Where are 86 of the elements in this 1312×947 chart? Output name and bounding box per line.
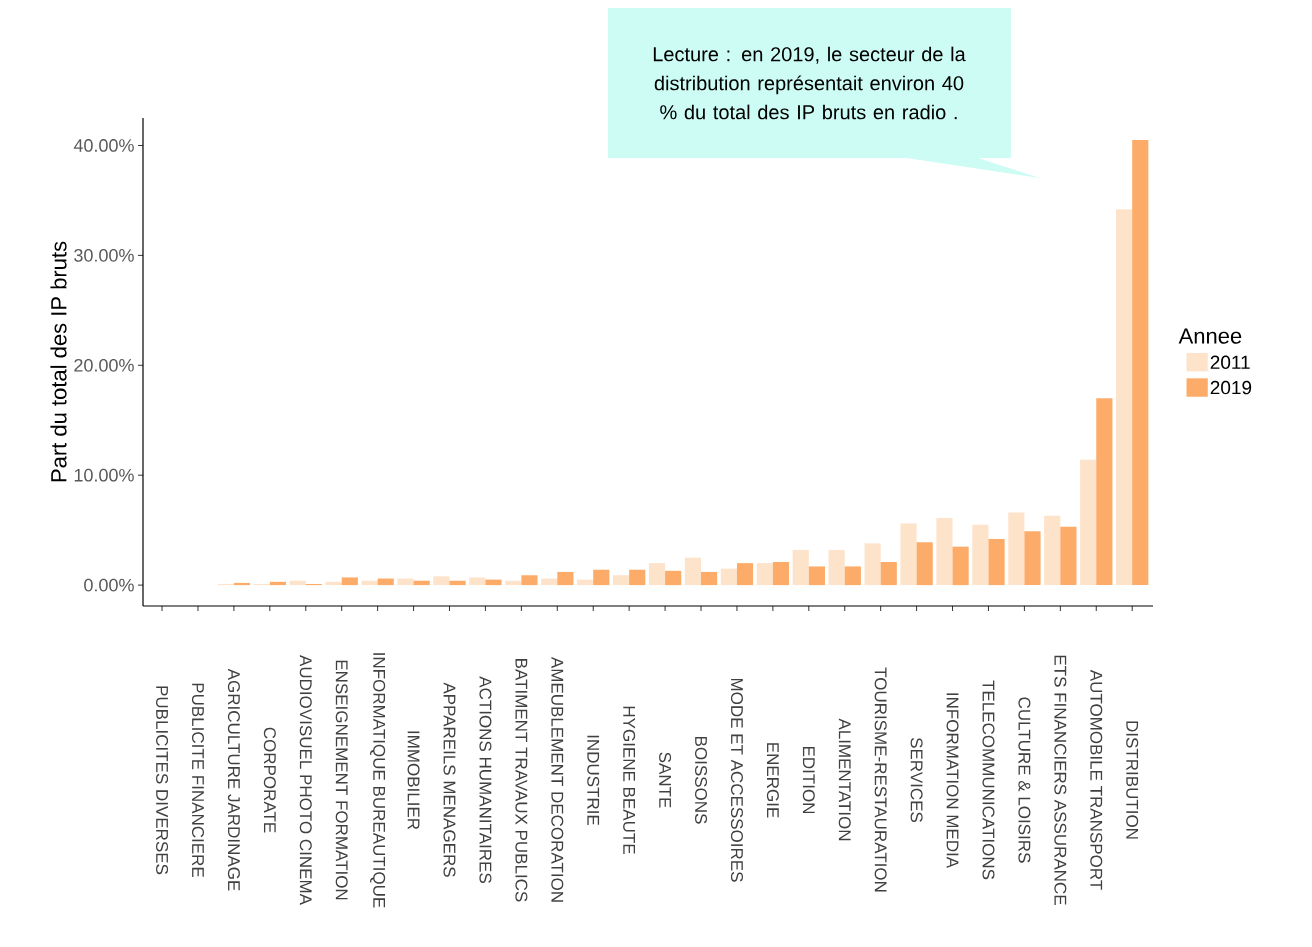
bar bbox=[1080, 459, 1097, 586]
bar bbox=[828, 549, 845, 586]
x-tick-label: AUDIOVISUEL PHOTO CINEMA bbox=[299, 655, 312, 905]
x-tick-label: PUBLICITES DIVERSES bbox=[156, 686, 169, 875]
bar bbox=[361, 580, 378, 586]
bar bbox=[756, 563, 773, 586]
bar bbox=[772, 562, 790, 586]
x-tick-label: INFORMATION MEDIA bbox=[946, 693, 959, 869]
bar bbox=[720, 568, 737, 586]
y-axis-title: Part du total des IP bruts bbox=[50, 241, 67, 482]
bar bbox=[325, 581, 342, 586]
bar bbox=[629, 569, 646, 586]
bar bbox=[648, 563, 666, 586]
x-tick-label: ACTIONS HUMANITAIRES bbox=[479, 676, 492, 883]
bar bbox=[505, 580, 522, 586]
x-tick-label: APPAREILS MENAGERS bbox=[443, 682, 456, 877]
bar bbox=[736, 563, 754, 586]
y-tick-label: 20.00% bbox=[74, 358, 134, 372]
x-tick-label: TOURISME-RESTAURATION bbox=[874, 667, 887, 892]
bar bbox=[397, 578, 414, 586]
bar bbox=[916, 542, 933, 586]
bar bbox=[701, 571, 718, 586]
bar bbox=[952, 546, 969, 586]
bar bbox=[557, 571, 574, 586]
x-tick-label: ALIMENTATION bbox=[838, 718, 851, 841]
bar bbox=[433, 576, 450, 586]
bar bbox=[469, 577, 486, 586]
bar bbox=[808, 566, 825, 586]
bar bbox=[988, 538, 1005, 586]
bar bbox=[577, 579, 594, 586]
bar bbox=[1044, 515, 1061, 586]
bar bbox=[341, 577, 358, 586]
x-tick-label: CORPORATE bbox=[263, 727, 276, 833]
x-tick-label: SANTE bbox=[659, 752, 672, 808]
x-tick-label: ENERGIE bbox=[766, 743, 779, 818]
x-tick-label: ETS FINANCIERS ASSURANCE bbox=[1054, 655, 1067, 905]
x-tick-label: INFORMATIQUE BUREAUTIQUE bbox=[370, 653, 386, 908]
bar bbox=[864, 543, 881, 586]
x-tick-label: DISTRIBUTION bbox=[1126, 721, 1139, 839]
bar bbox=[1008, 512, 1025, 586]
bar bbox=[521, 575, 538, 586]
legend-label: 2011 bbox=[1210, 355, 1250, 369]
x-tick-label: BOISSONS bbox=[694, 736, 708, 824]
y-tick-label: 40.00% bbox=[73, 139, 134, 152]
bar bbox=[289, 580, 306, 586]
bar bbox=[377, 578, 394, 586]
bar bbox=[269, 581, 287, 586]
x-tick-label: ENSEIGNEMENT FORMATION bbox=[335, 660, 348, 900]
y-tick-label: 30.00% bbox=[74, 249, 134, 262]
x-tick-label: BATIMENT TRAVAUX PUBLICS bbox=[515, 659, 528, 902]
bar bbox=[900, 523, 917, 586]
x-tick-label: SERVICES bbox=[910, 737, 923, 823]
legend-label: 2019 bbox=[1210, 380, 1252, 395]
y-tick-label: 10.00% bbox=[74, 468, 134, 482]
bar bbox=[1024, 531, 1041, 586]
x-tick-label: AUTOMOBILE TRANSPORT bbox=[1090, 669, 1103, 890]
x-tick-label: MODE ET ACCESSOIRES bbox=[730, 678, 743, 882]
bar bbox=[413, 580, 430, 586]
bar bbox=[1116, 209, 1133, 586]
x-tick-label: TELECOMMUNICATIONS bbox=[982, 680, 995, 880]
x-tick-label: EDITION bbox=[802, 746, 815, 814]
x-tick-label: AMEUBLEMENT DECORATION bbox=[551, 656, 564, 902]
bar bbox=[844, 566, 861, 586]
x-tick-label: AGRICULTURE JARDINAGE bbox=[227, 668, 240, 891]
bar bbox=[1060, 526, 1077, 586]
bar bbox=[972, 524, 989, 586]
x-tick-label: INDUSTRIE bbox=[587, 735, 600, 826]
bar bbox=[593, 569, 610, 586]
x-tick-label: IMMOBILIER bbox=[407, 731, 420, 830]
bar bbox=[485, 579, 502, 586]
x-tick-label: HYGIENE BEAUTE bbox=[623, 706, 636, 854]
annotation: Lecture : en 2019, le secteur de la distribution représentait environ 40 % du total des IP bruts en radio . bbox=[653, 46, 966, 120]
bar bbox=[684, 557, 702, 586]
bar bbox=[541, 578, 558, 586]
bar bbox=[1096, 398, 1113, 586]
x-tick-label: CULTURE & LOISIRS bbox=[1018, 697, 1031, 863]
bar bbox=[612, 575, 630, 586]
bar bbox=[792, 549, 809, 586]
x-tick-label: PUBLICITE FINANCIERE bbox=[191, 683, 204, 878]
bar bbox=[665, 570, 682, 586]
legend-title: Annee bbox=[1178, 328, 1242, 344]
bar bbox=[449, 580, 466, 586]
bar bbox=[936, 518, 953, 586]
bar bbox=[880, 562, 897, 586]
y-tick-label: 0.00% bbox=[84, 578, 134, 592]
bar bbox=[1132, 139, 1149, 586]
